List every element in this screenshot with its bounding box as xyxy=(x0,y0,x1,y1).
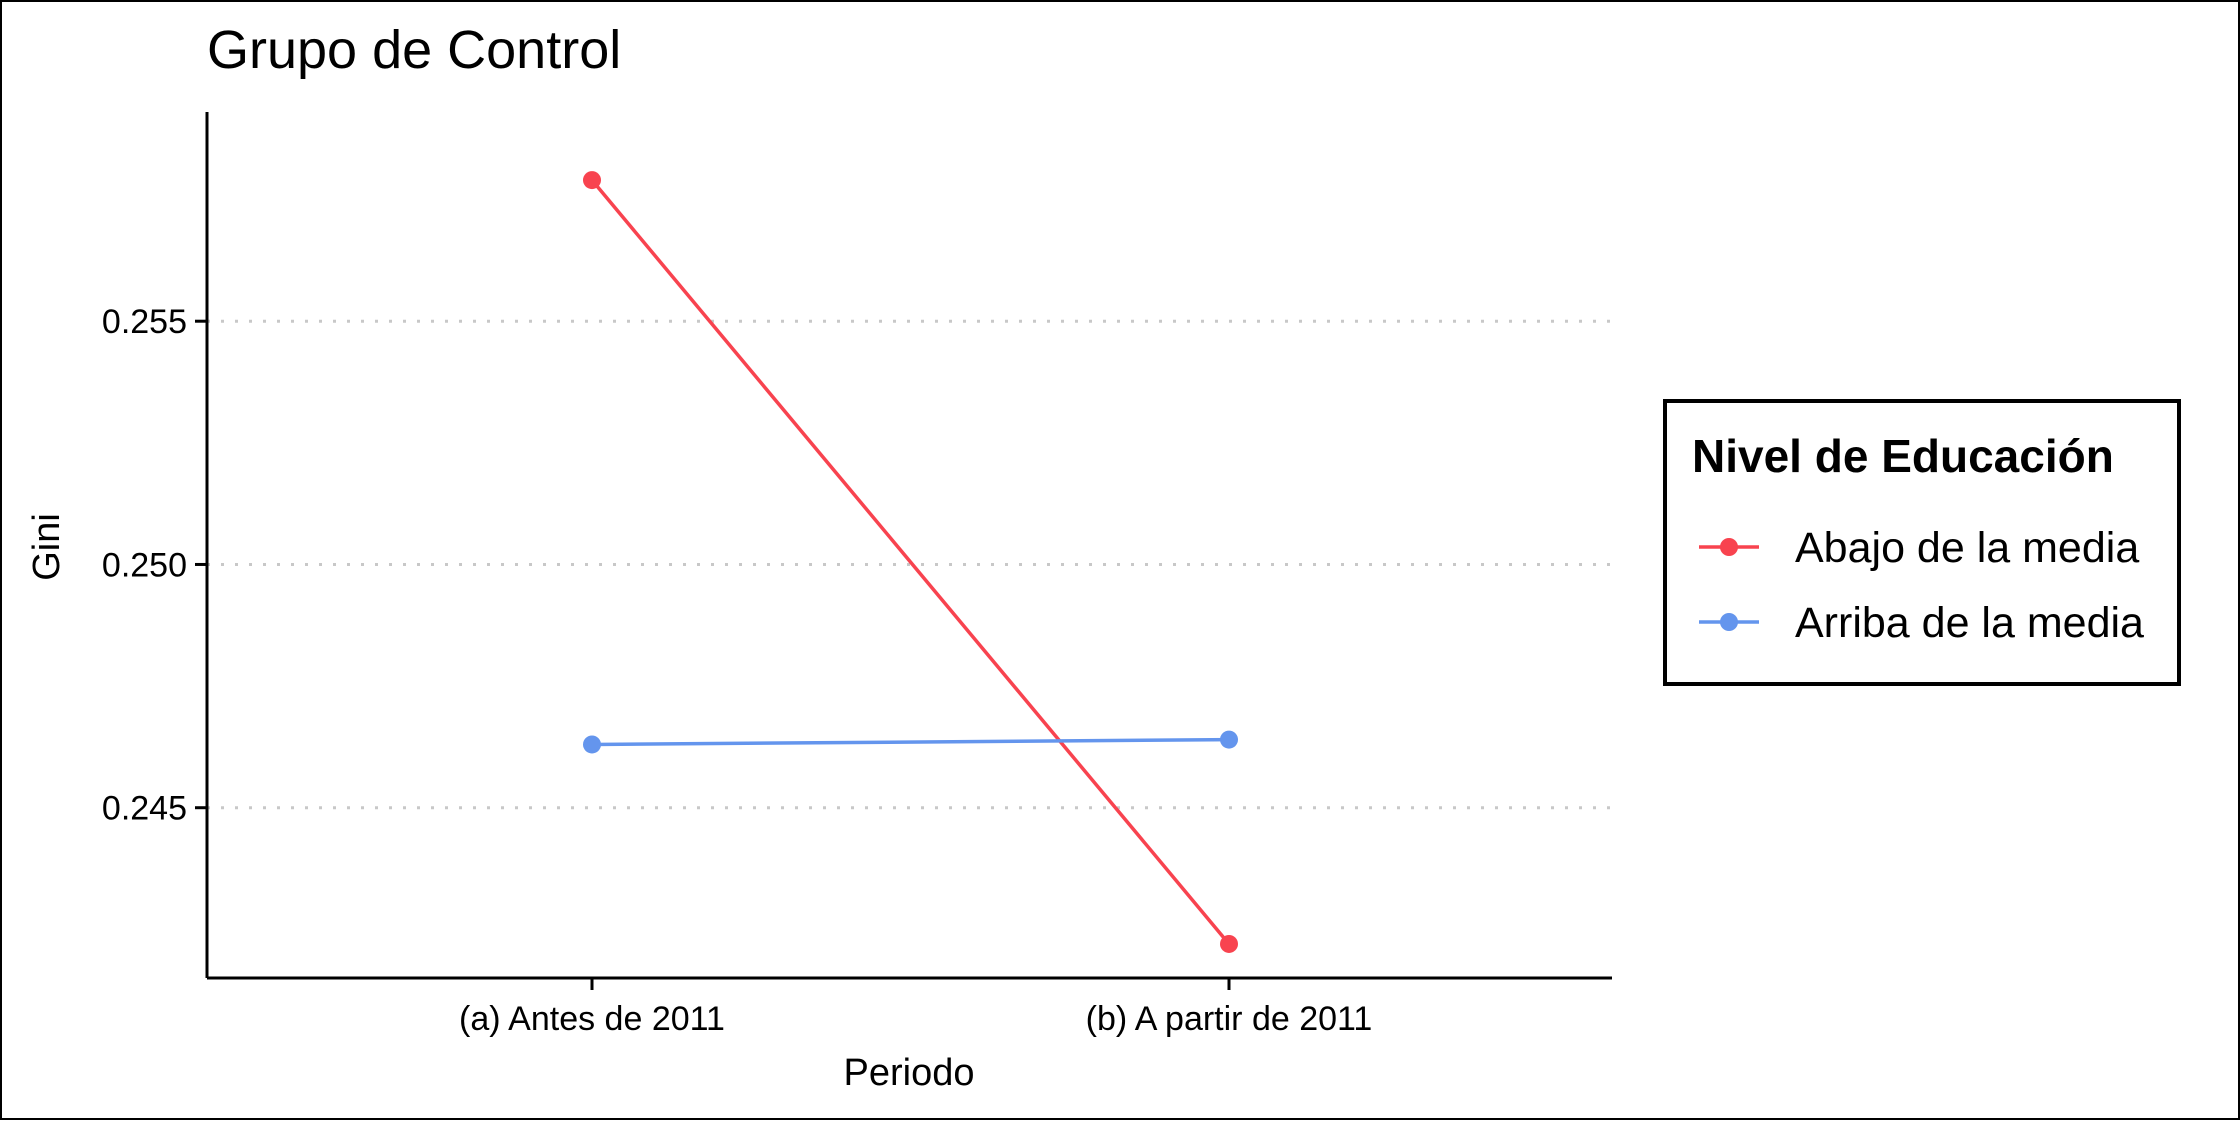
data-point-0-0 xyxy=(583,171,601,190)
data-point-1-1 xyxy=(1220,730,1238,749)
legend-key-point-0 xyxy=(1720,538,1738,556)
data-point-0-1 xyxy=(1220,934,1238,953)
y-tick-label-2: 0.255 xyxy=(102,303,187,341)
y-tick-label-1: 0.250 xyxy=(102,546,187,584)
series-layer xyxy=(583,171,1238,953)
y-tick-label-0: 0.245 xyxy=(102,790,187,828)
x-tick-label-0: (a) Antes de 2011 xyxy=(459,1000,725,1038)
legend-key-point-1 xyxy=(1720,613,1738,631)
series-1 xyxy=(583,730,1238,754)
axes: 0.245 0.250 0.255 (a) Antes de 2011 (b) A pa… xyxy=(102,112,1612,1038)
legend-item-1: Arriba de la media xyxy=(1699,599,2144,647)
legend-label-1: Arriba de la media xyxy=(1795,599,2144,647)
x-axis-title: Periodo xyxy=(844,1052,975,1094)
y-axis-title: Gini xyxy=(26,513,68,581)
series-0 xyxy=(583,171,1238,953)
legend-item-0: Abajo de la media xyxy=(1699,524,2139,572)
legend-label-0: Abajo de la media xyxy=(1795,524,2139,572)
legend-title: Nivel de Educación xyxy=(1692,430,2114,482)
series-line-1 xyxy=(591,737,1230,747)
data-point-1-0 xyxy=(583,735,601,754)
x-tick-label-1: (b) A partir de 2011 xyxy=(1086,1000,1373,1038)
legend-box xyxy=(1663,399,2181,686)
legend-items: Abajo de la media Arriba de la media xyxy=(1699,524,2144,647)
series-line-0 xyxy=(590,178,1231,946)
chart-title: Grupo de Control xyxy=(207,20,621,80)
gridlines xyxy=(207,319,1612,810)
legend: Nivel de Educación Abajo de la media Arri… xyxy=(1663,399,2181,686)
